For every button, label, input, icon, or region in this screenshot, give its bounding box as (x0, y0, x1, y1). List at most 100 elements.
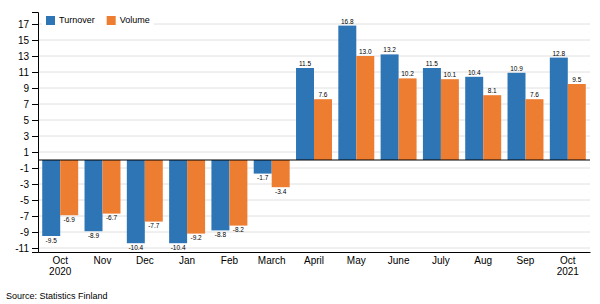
data-label: 9.5 (572, 76, 581, 83)
x-tick-label: July (432, 255, 450, 266)
y-tick-mark (32, 232, 38, 233)
x-tick-label-line: Oct (560, 255, 576, 266)
data-label: 13.2 (383, 46, 396, 53)
y-tick-mark (32, 72, 38, 73)
data-label: -9.5 (46, 237, 58, 244)
legend-item: Turnover (46, 15, 95, 25)
bar (187, 160, 205, 234)
chart: -11-9-7-5-3-11357911131517Oct2020NovDecJ… (0, 0, 600, 304)
x-tick-label-line: Feb (221, 255, 239, 266)
data-label: 12.8 (552, 50, 565, 57)
data-label: -3.4 (275, 188, 287, 195)
x-tick-label-line: Dec (136, 255, 154, 266)
x-tick: Feb (221, 252, 239, 266)
y-tick: -3 (20, 179, 38, 190)
y-tick-label: -3 (20, 179, 29, 190)
y-tick-mark (32, 88, 38, 89)
legend-swatch (107, 16, 116, 25)
legend-items: Turnover Volume (46, 15, 150, 25)
y-tick-label: -11 (15, 243, 29, 254)
data-label: -1.7 (257, 174, 269, 181)
y-tick-mark (32, 152, 38, 153)
y-tick: -5 (20, 195, 38, 206)
data-label: -6.9 (64, 216, 76, 223)
x-tick-label-line: Aug (474, 255, 492, 266)
bar (525, 99, 543, 160)
y-axis-line (32, 13, 39, 253)
data-label: -8.8 (215, 231, 227, 238)
x-tick-label-line: March (258, 255, 286, 266)
grid-line (38, 168, 590, 169)
x-tick-label: Aug (474, 255, 492, 266)
data-label: 16.8 (341, 18, 354, 25)
y-tick: 5 (23, 115, 38, 126)
y-tick: 3 (23, 131, 38, 142)
data-label: 10.9 (510, 65, 523, 72)
x-tick-label-line: 2020 (49, 266, 72, 277)
y-tick: 11 (19, 67, 38, 78)
bars (42, 26, 586, 244)
data-label: 7.6 (318, 91, 327, 98)
grid-line (38, 184, 590, 185)
x-tick: June (388, 252, 410, 266)
x-tick-label: June (388, 255, 410, 266)
data-label: 10.1 (444, 71, 457, 78)
x-tick-label-line: July (432, 255, 450, 266)
legend-item: Volume (107, 15, 150, 25)
y-tick: 9 (23, 83, 38, 94)
legend-label: Turnover (59, 15, 95, 25)
x-tick-label: Sep (517, 255, 535, 266)
y-tick: 13 (18, 51, 38, 62)
data-label: -8.2 (233, 226, 245, 233)
x-axis-line (39, 252, 591, 253)
data-labels: -9.5-8.9-10.4-10.4-8.8-1.711.516.813.211… (46, 18, 582, 251)
x-tick-label-line: Oct (52, 255, 68, 266)
y-tick: -9 (20, 227, 38, 238)
y-tick-mark (32, 168, 38, 169)
bar (508, 73, 526, 160)
zero-line (38, 159, 590, 160)
data-label: 7.6 (530, 91, 539, 98)
x-tick: Oct2020 (49, 252, 72, 277)
x-tick-label-line: Jan (179, 255, 195, 266)
x-tick: Aug (474, 252, 492, 266)
data-label: 10.4 (468, 69, 481, 76)
bar (381, 54, 399, 160)
y-tick: -11 (15, 243, 38, 254)
grid-line (38, 248, 590, 249)
y-tick-label: -5 (20, 195, 29, 206)
x-tick-label-line: 2021 (557, 266, 580, 277)
bar (356, 56, 374, 160)
data-label: 13.0 (359, 48, 372, 55)
bar (229, 160, 247, 226)
grid-line (38, 216, 590, 217)
data-label: 11.5 (426, 60, 439, 67)
x-tick-label: April (304, 255, 324, 266)
x-tick-label-line: Sep (517, 255, 535, 266)
y-tick: 1 (23, 147, 38, 158)
y-tick-label: 5 (23, 115, 29, 126)
grid-line (38, 40, 590, 41)
x-tick: April (304, 252, 324, 266)
bar (272, 160, 290, 187)
y-tick-mark (32, 120, 38, 121)
data-label: 10.2 (401, 70, 414, 77)
y-tick-label: 11 (19, 67, 30, 78)
y-tick-label: -1 (20, 163, 29, 174)
bar (441, 79, 459, 160)
x-tick: Nov (94, 252, 112, 266)
bar (399, 78, 417, 160)
y-tick-mark (32, 136, 38, 137)
data-label: -10.4 (171, 244, 186, 251)
x-tick-label: Jan (179, 255, 195, 266)
bar (550, 58, 568, 160)
y-tick-label: 13 (18, 51, 30, 62)
y-tick-mark (32, 248, 38, 249)
bar (296, 68, 314, 160)
bar (42, 160, 60, 236)
y-axis: -11-9-7-5-3-11357911131517 (15, 13, 38, 254)
data-label: 8.1 (488, 87, 497, 94)
x-tick-label: Nov (94, 255, 112, 266)
x-tick: Dec (136, 252, 154, 266)
bar (103, 160, 121, 214)
